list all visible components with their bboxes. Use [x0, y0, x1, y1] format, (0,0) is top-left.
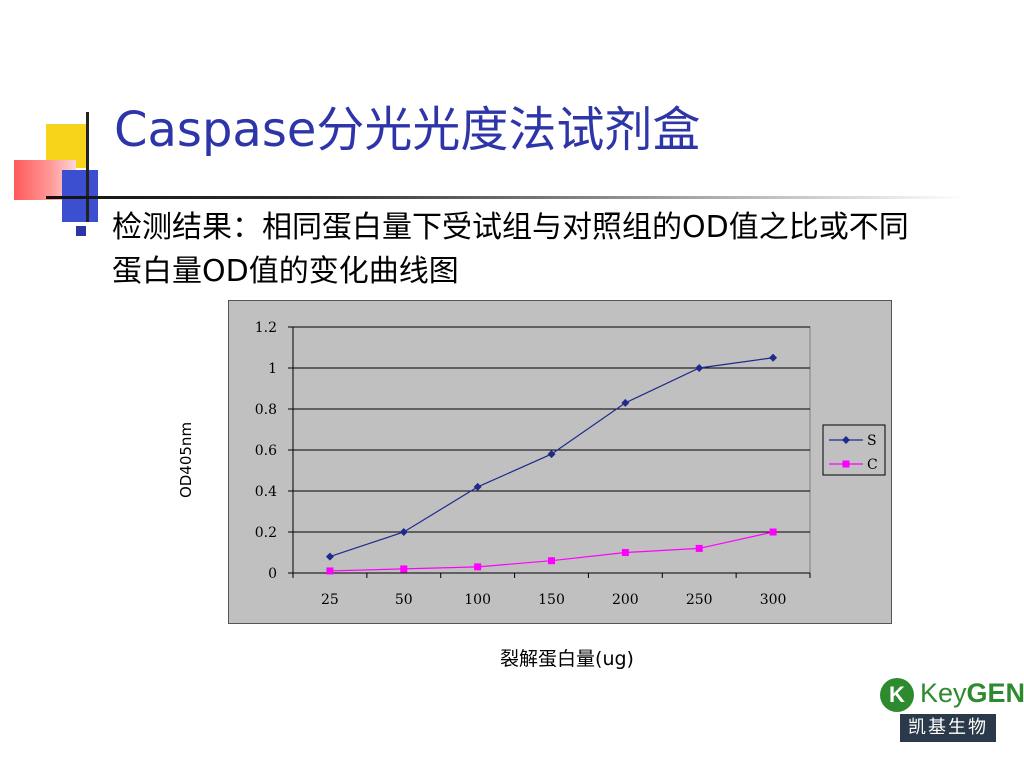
y-axis-label: OD405nm	[177, 421, 195, 499]
x-tick-label: 100	[464, 592, 491, 608]
legend-box	[822, 424, 886, 476]
decor-horizontal-line	[46, 196, 966, 199]
data-point-C	[621, 549, 629, 556]
data-point-C	[400, 565, 408, 573]
data-point-S	[695, 364, 704, 372]
legend-label-S: S	[867, 433, 877, 449]
logo-word-key: Key	[920, 678, 967, 708]
chart-area: 0 0.2 0.4 0.6 0.8 1 1.2 25 50 100 150 200 250 300 S C	[228, 300, 892, 624]
data-point-C	[695, 544, 703, 552]
line-chart: 0 0.2 0.4 0.6 0.8 1 1.2 25 50 100 150 200 250 300 SC	[255, 320, 886, 608]
y-tick-label: 0.4	[255, 484, 277, 500]
decor-vertical-line	[86, 112, 89, 222]
legend-marker-S	[842, 436, 850, 444]
legend-marker-C	[842, 460, 850, 468]
data-point-C	[326, 567, 334, 575]
y-tick-label: 0	[268, 566, 277, 582]
bullet-text: 检测结果：相同蛋白量下受试组与对照组的OD值之比或不同蛋白量OD值的变化曲线图	[112, 210, 909, 289]
y-tick-label: 0.8	[255, 402, 277, 418]
keygen-logo-wordmark: KeyGEN	[920, 678, 1024, 709]
data-point-S	[473, 482, 482, 491]
data-point-C	[769, 528, 777, 536]
data-point-S	[325, 552, 334, 561]
data-point-C	[474, 563, 482, 571]
slide-title: Caspase分光光度法试剂盒	[114, 102, 701, 158]
data-point-S	[399, 528, 408, 536]
data-point-S	[769, 353, 778, 362]
x-tick-label: 25	[321, 592, 339, 608]
x-tick-label: 50	[395, 592, 413, 608]
y-tick-label: 0.2	[255, 525, 277, 541]
bullet-square-icon	[76, 226, 86, 236]
logo-subtitle: 凯基生物	[900, 714, 996, 742]
y-tick-label: 1.2	[255, 320, 277, 336]
logo-word-gen: GEN	[966, 678, 1024, 708]
data-point-S	[621, 398, 630, 407]
x-axis-label: 裂解蛋白量(ug)	[500, 648, 634, 670]
data-point-C	[548, 557, 555, 565]
x-tick-label: 150	[538, 592, 565, 608]
x-tick-label: 200	[612, 592, 639, 608]
legend-label-C: C	[867, 457, 878, 473]
x-tick-label: 250	[686, 592, 713, 608]
x-tick-label: 300	[760, 592, 787, 608]
y-tick-label: 0.6	[255, 443, 277, 459]
keygen-logo-icon: K	[880, 678, 914, 712]
data-point-S	[547, 450, 556, 459]
y-tick-label: 1	[268, 361, 277, 377]
